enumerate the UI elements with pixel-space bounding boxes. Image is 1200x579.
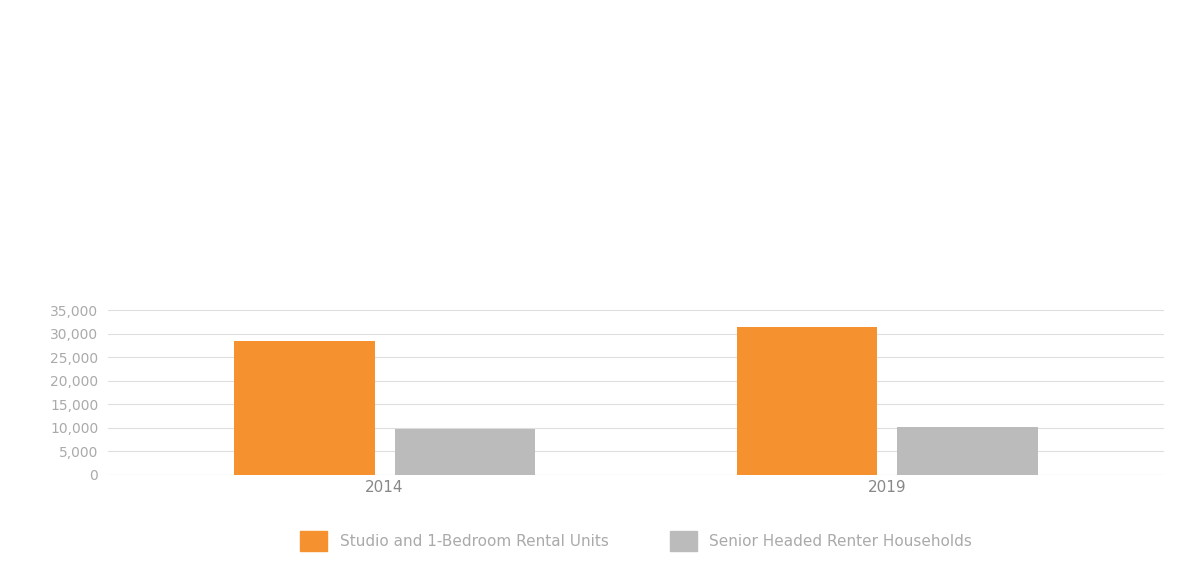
- Bar: [234, 341, 374, 475]
- Text: 2014: 2014: [365, 481, 404, 496]
- Bar: [737, 327, 877, 475]
- Bar: [898, 427, 1038, 475]
- Bar: [395, 429, 535, 475]
- Text: 2019: 2019: [868, 481, 907, 496]
- Legend: Studio and 1-Bedroom Rental Units, Senior Headed Renter Households: Studio and 1-Bedroom Rental Units, Senio…: [300, 531, 972, 551]
